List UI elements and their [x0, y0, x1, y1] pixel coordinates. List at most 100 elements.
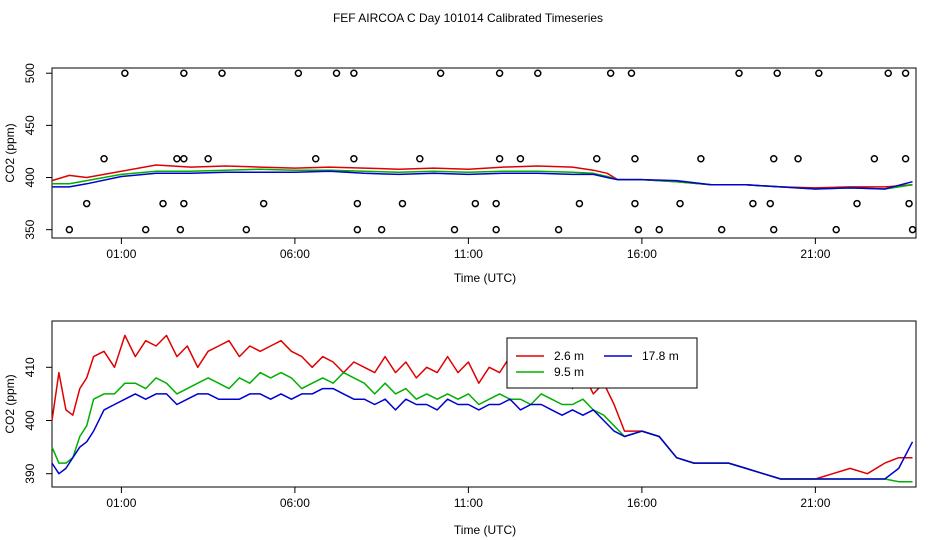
top-scatter-point [180, 154, 188, 163]
top-x-tick-label: 01:00 [106, 247, 136, 261]
top-x-axis-label: Time (UTC) [454, 271, 516, 285]
top-series-line-9-5-m [52, 168, 913, 190]
top-scatter-point [697, 154, 705, 163]
legend-label-17-8m: 17.8 m [642, 349, 679, 363]
top-panel-frame [51, 67, 917, 239]
top-y-tick-label: 400 [23, 167, 37, 187]
bottom-x-tick-label: 16:00 [627, 496, 657, 510]
top-scatter-point [350, 154, 358, 163]
top-scatter-point [121, 69, 129, 77]
top-scatter-point [884, 69, 892, 77]
top-y-tick-label: 500 [23, 63, 37, 83]
top-scatter-point [100, 154, 108, 163]
top-series-line-17-8-m [52, 170, 913, 190]
bottom-y-tick-label: 400 [23, 410, 37, 430]
top-scatter-point [242, 225, 251, 234]
top-scatter-point [766, 199, 775, 208]
top-scatter-point [450, 225, 459, 234]
top-scatter-point [204, 154, 212, 163]
top-scatter-point [815, 69, 823, 77]
legend-label-9-5m: 9.5 m [554, 365, 584, 379]
bottom-series-line-17-8-m [51, 387, 914, 480]
top-scatter-point [794, 154, 802, 163]
bottom-series-line-9-5-m [51, 371, 913, 483]
top-scatter-point [377, 225, 386, 234]
top-x-tick-label: 21:00 [800, 247, 830, 261]
bottom-panel-frame [51, 320, 917, 488]
bottom-x-tick-label: 11:00 [454, 496, 483, 510]
top-scatter-point [294, 69, 303, 77]
top-scatter-point [516, 154, 525, 163]
bottom-x-tick-label: 06:00 [280, 496, 310, 510]
top-scatter-point [655, 225, 663, 234]
top-scatter-point [180, 69, 188, 77]
top-y-tick-label: 450 [23, 115, 37, 135]
top-series-line-2-6-m [51, 164, 913, 189]
top-scatter-point [735, 69, 743, 77]
top-scatter-point [353, 199, 362, 208]
top-scatter-point [176, 225, 185, 234]
top-x-tick-label: 16:00 [627, 247, 657, 261]
top-scatter-point [901, 69, 910, 77]
bottom-y-axis-label: CO2 (ppm) [3, 374, 17, 433]
top-scatter-point [631, 154, 639, 163]
bottom-panel: 01:00 06:00 11:00 16:00 21:00 390 400 410 [23, 334, 914, 510]
top-scatter-point [353, 225, 362, 234]
top-scatter-point [593, 154, 601, 163]
top-scatter-point [65, 225, 74, 234]
top-scatter-point [905, 199, 913, 208]
top-scatter-point [853, 199, 861, 208]
legend-box [506, 337, 698, 389]
top-y-tick-label: 350 [23, 219, 37, 239]
top-scatter-point [773, 69, 781, 77]
top-scatter-point [311, 154, 320, 163]
top-scatter-point [159, 199, 167, 208]
top-scatter-point [259, 199, 268, 208]
top-scatter-point [332, 69, 341, 77]
top-y-axis-label: CO2 (ppm) [3, 123, 17, 182]
top-scatter-point [676, 199, 684, 208]
top-scatter-point [436, 69, 445, 77]
top-scatter-point [554, 225, 563, 234]
top-scatter-point [832, 225, 840, 234]
bottom-y-tick-label: 390 [23, 463, 37, 483]
top-panel: 01:00 06:00 11:00 16:00 21:00 350 400 450 500 [23, 63, 917, 261]
bottom-series-line-2-6-m [51, 334, 913, 480]
top-scatter-point [901, 154, 910, 163]
top-scatter-point [769, 225, 778, 234]
top-scatter-point [218, 69, 226, 77]
top-scatter-point [471, 199, 480, 208]
top-scatter-point [398, 199, 407, 208]
top-scatter-point [350, 69, 358, 77]
chart-title: FEF AIRCOA C Day 101014 Calibrated Times… [333, 11, 603, 25]
bottom-x-axis-label: Time (UTC) [454, 523, 516, 537]
top-scatter-point [141, 225, 150, 234]
top-scatter-point [717, 225, 726, 234]
top-x-tick-label: 11:00 [454, 247, 483, 261]
top-scatter-point [180, 199, 188, 208]
top-scatter-point [634, 225, 643, 234]
top-scatter-point [606, 69, 615, 77]
top-scatter-point [631, 199, 639, 208]
top-scatter-point [908, 225, 917, 234]
top-scatter-point [495, 154, 504, 163]
top-scatter-point [769, 154, 778, 163]
top-scatter-point [870, 154, 879, 163]
top-scatter-point [492, 199, 500, 208]
bottom-x-tick-label: 21:00 [800, 496, 830, 510]
legend-label-2-6m: 2.6 m [554, 349, 584, 363]
top-scatter-point [173, 154, 181, 163]
bottom-y-tick-label: 410 [23, 357, 37, 377]
top-x-tick-label: 06:00 [280, 247, 310, 261]
legend: 2.6 m 17.8 m 9.5 m [506, 337, 698, 389]
top-scatter-point [575, 199, 584, 208]
bottom-x-tick-label: 01:00 [106, 496, 136, 510]
top-scatter-point [627, 69, 636, 77]
top-scatter-point [749, 199, 757, 208]
top-scatter-point [416, 154, 424, 163]
top-scatter-point [82, 199, 91, 208]
top-scatter-point [534, 69, 542, 77]
top-scatter-point [495, 69, 504, 77]
